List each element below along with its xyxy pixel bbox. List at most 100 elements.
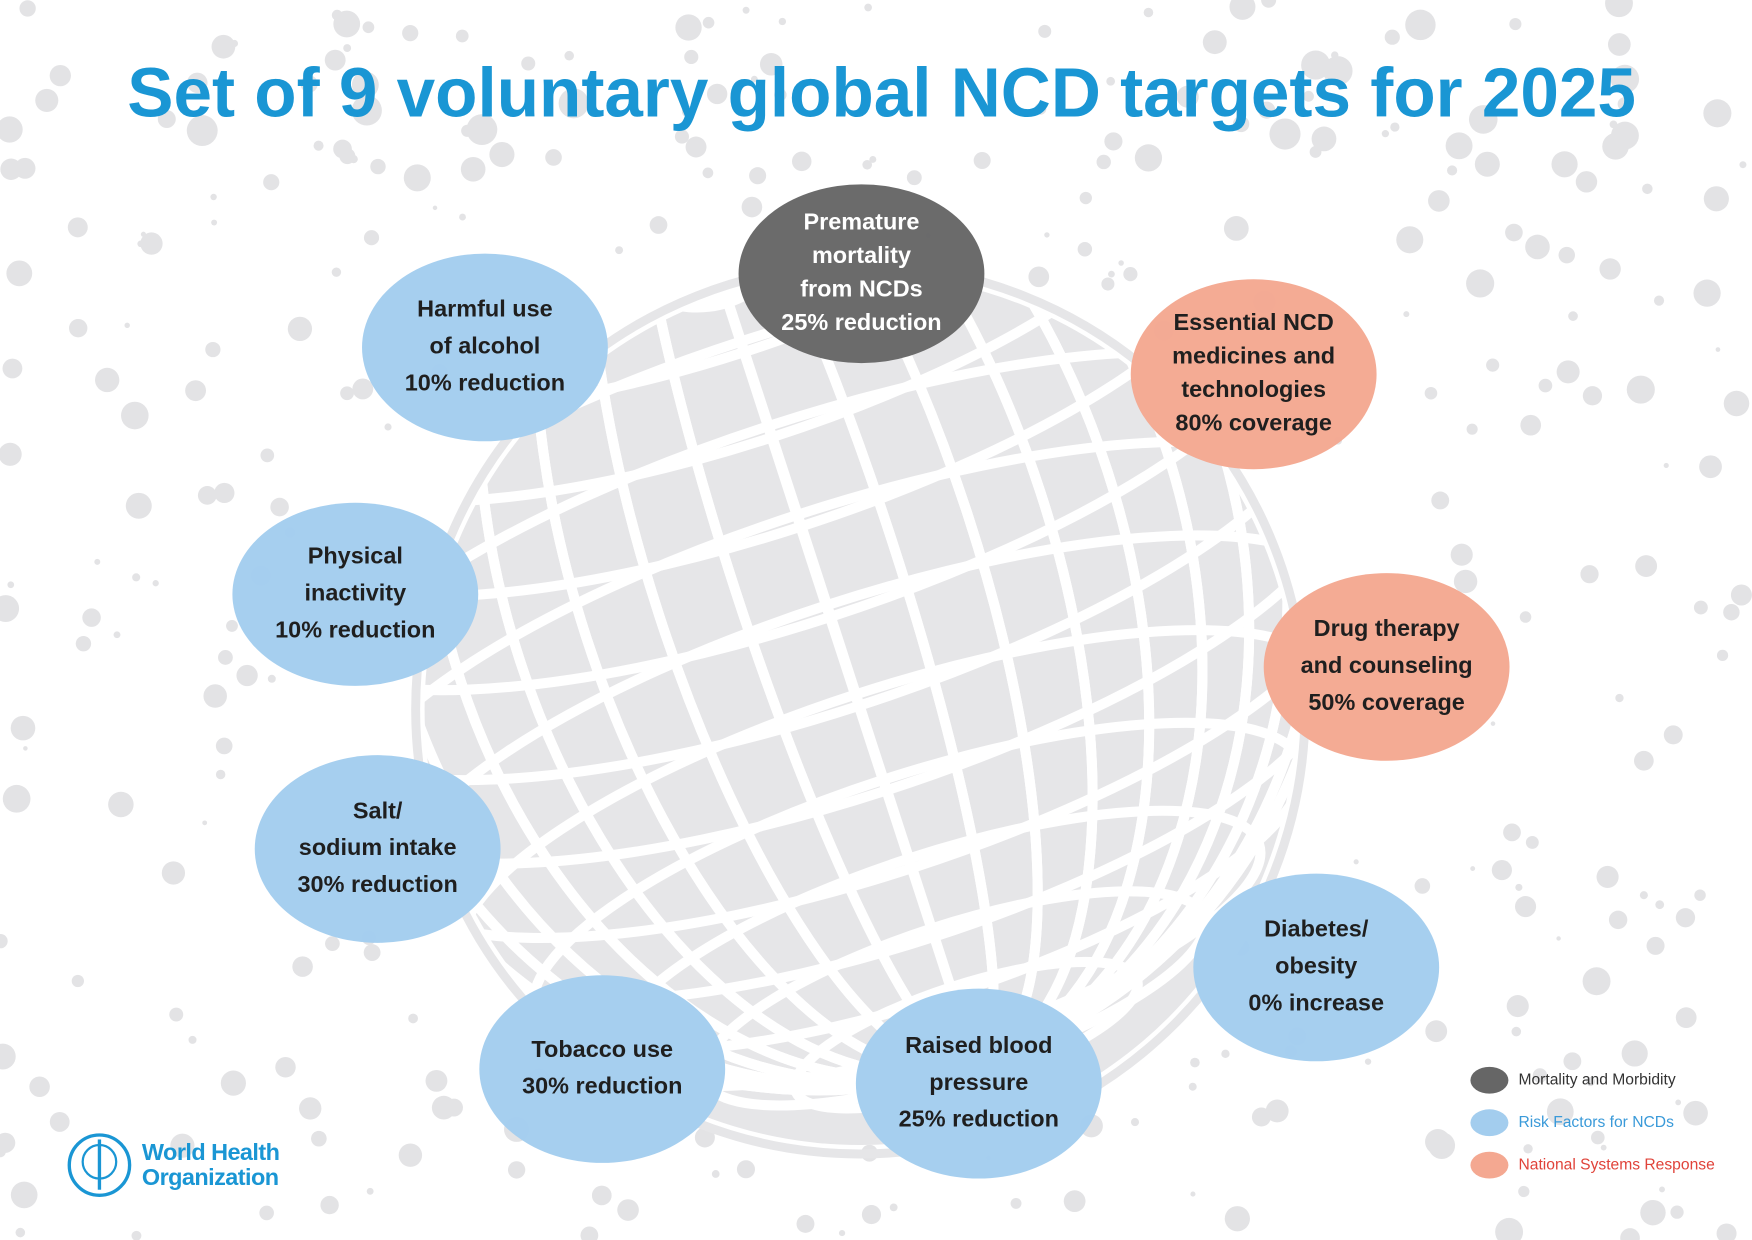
dot: [370, 158, 386, 175]
dot: [864, 3, 872, 12]
dot: [1525, 835, 1539, 849]
dot: [324, 49, 346, 71]
target-text: 10% reduction: [405, 369, 565, 395]
target-ellipse: [479, 975, 726, 1163]
dot: [1610, 64, 1640, 94]
dot: [455, 29, 469, 43]
target-text: Harmful use: [417, 296, 553, 322]
dot: [1551, 151, 1578, 178]
dot: [29, 1076, 50, 1098]
dot: [749, 167, 767, 185]
dot: [220, 1070, 246, 1096]
dot: [1229, 0, 1256, 20]
dot: [1640, 1199, 1666, 1226]
dot: [1518, 1185, 1530, 1198]
dot: [124, 322, 130, 329]
dot: [260, 448, 275, 463]
dot: [838, 1229, 846, 1237]
dot: [140, 231, 147, 237]
dot: [1303, 90, 1314, 102]
legend: Mortality and Morbidity Risk Factors for …: [1470, 1066, 1715, 1179]
target-text: 25% reduction: [899, 1106, 1059, 1132]
logo-emblem: [67, 1133, 132, 1197]
dot: [95, 367, 120, 393]
dot: [1675, 1007, 1697, 1029]
dot: [1447, 165, 1458, 176]
dot: [1556, 360, 1580, 384]
dot: [1635, 555, 1658, 578]
dot: [1663, 462, 1669, 469]
dot: [1703, 186, 1729, 212]
dot: [263, 174, 280, 191]
dot: [270, 497, 289, 517]
target-text: 50% coverage: [1308, 689, 1464, 715]
target-node: Tobacco use 30% reduction: [479, 975, 726, 1163]
dot: [69, 318, 88, 338]
dot: [0, 1043, 16, 1070]
dot: [1425, 1129, 1451, 1155]
dot: [1468, 105, 1498, 134]
dot: [706, 83, 728, 105]
legend-swatch: [1470, 1066, 1509, 1094]
dot: [1596, 865, 1619, 888]
target-node: Essential NCD medicines and technologies 80…: [1130, 279, 1377, 470]
dot: [1143, 7, 1154, 18]
dot: [1723, 390, 1750, 417]
dot: [67, 217, 88, 238]
dot: [226, 620, 238, 632]
dot: [1683, 1100, 1708, 1126]
target-text: Raised blood: [905, 1032, 1052, 1058]
dot: [1381, 130, 1390, 138]
dot: [325, 936, 340, 952]
dot: [750, 75, 758, 83]
legend-label: Risk Factors for NCDs: [1518, 1114, 1674, 1131]
target-text: Diabetes/: [1264, 916, 1369, 942]
dot: [188, 1035, 197, 1044]
dot: [1591, 1130, 1605, 1145]
logo-text: Organization: [142, 1164, 279, 1190]
target-ellipse: [232, 502, 479, 686]
dot: [408, 1013, 418, 1024]
dot: [1617, 97, 1632, 111]
target-text: 30% reduction: [297, 871, 457, 897]
dot: [267, 674, 276, 683]
dot: [94, 558, 101, 565]
dot: [1607, 33, 1631, 56]
dot: [1599, 258, 1621, 280]
dot: [1466, 269, 1495, 298]
dot: [791, 151, 812, 172]
dot: [1703, 99, 1732, 128]
dot: [545, 149, 562, 166]
dot: [75, 635, 92, 652]
dot: [402, 25, 419, 42]
dot: [49, 1112, 70, 1132]
dot: [1364, 1058, 1372, 1065]
dot: [580, 1226, 599, 1240]
dot: [0, 1132, 16, 1153]
dot: [299, 1097, 322, 1120]
dot: [363, 944, 381, 961]
target-text: Essential NCD: [1173, 309, 1333, 335]
dot: [1453, 569, 1478, 594]
target-ellipse: [1263, 573, 1510, 761]
dot: [1538, 378, 1553, 393]
dot: [778, 17, 787, 26]
dot: [862, 159, 873, 170]
dot: [1010, 1197, 1022, 1209]
dot: [684, 49, 699, 65]
dot: [384, 423, 392, 431]
dot: [1269, 118, 1301, 150]
dot: [1323, 56, 1353, 86]
legend-swatch: [1470, 1151, 1509, 1179]
dot: [1642, 183, 1653, 195]
dot: [1639, 891, 1648, 900]
target-text: from NCDs: [800, 276, 923, 302]
dot: [1265, 1099, 1289, 1123]
dot: [0, 116, 23, 143]
target-text: of alcohol: [430, 333, 541, 359]
target-text: mortality: [812, 242, 911, 268]
dot: [1582, 967, 1611, 996]
dot: [292, 956, 313, 977]
dot: [19, 0, 36, 17]
